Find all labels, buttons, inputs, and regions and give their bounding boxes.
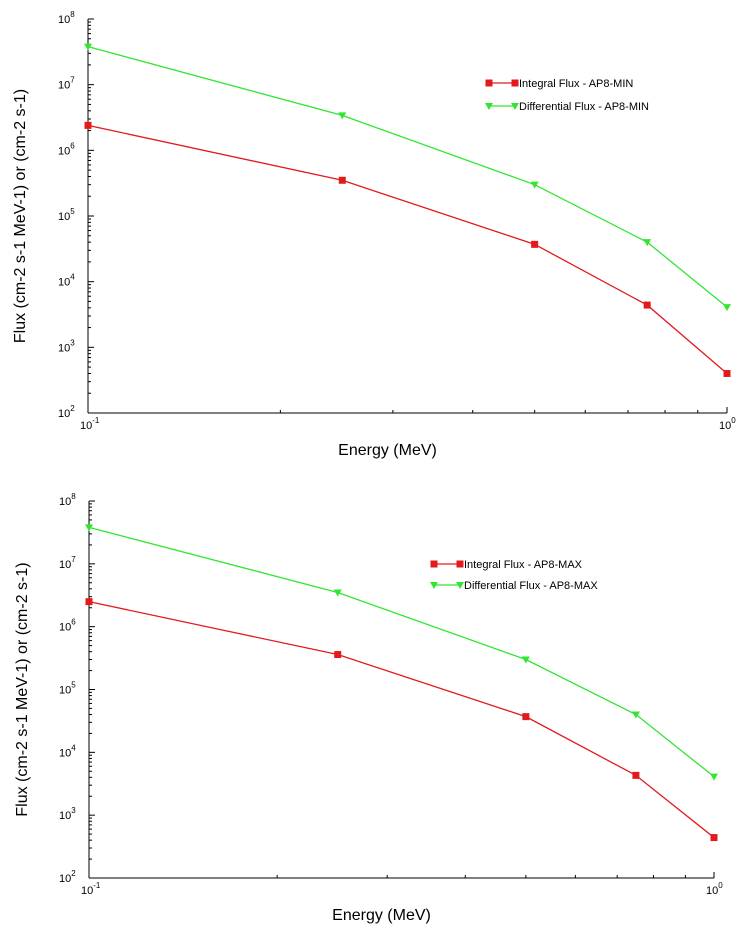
flux-chart-ap8-min: 102 103 104 105 106 107 108 10-1 100 Energy (MeV)… xyxy=(12,10,736,459)
data-point xyxy=(334,651,342,659)
data-point xyxy=(643,239,652,247)
data-point xyxy=(723,369,731,377)
y-tick-label: 106 xyxy=(59,618,76,634)
x-tick-label: 10-1 xyxy=(80,416,100,432)
data-point xyxy=(84,121,92,129)
data-point xyxy=(85,524,93,532)
data-point xyxy=(710,834,718,842)
x-axis-title: Energy (MeV) xyxy=(338,442,437,459)
series-integral xyxy=(85,598,718,842)
chart-panel-ap8-min: 102 103 104 105 106 107 108 10-1 100 Energy (MeV)… xyxy=(12,10,736,459)
y-tick-label: 103 xyxy=(58,338,75,354)
y-axis-title: Flux (cm-2 s-1 MeV-1) or (cm-2 s-1) xyxy=(12,89,29,343)
chart-panel-ap8-max: 102 103 104 105 106 107 108 10-1 100 Energy (MeV)… xyxy=(0,484,744,933)
legend-entry: Differential Flux - AP8-MIN xyxy=(485,101,649,113)
y-tick-label: 107 xyxy=(58,76,75,92)
y-tick-label: 108 xyxy=(59,492,76,508)
series-line xyxy=(88,526,715,778)
legend-label: Differential Flux - AP8-MAX xyxy=(464,580,598,592)
data-point xyxy=(530,181,539,189)
data-point xyxy=(723,304,731,312)
legend-marker xyxy=(430,560,438,568)
data-point xyxy=(522,713,530,721)
series-differential xyxy=(85,524,718,781)
legend-marker xyxy=(456,582,464,589)
x-axis-title: Energy (MeV) xyxy=(332,907,431,924)
legend-marker xyxy=(511,103,519,110)
series-line xyxy=(87,124,728,374)
data-point xyxy=(85,598,93,606)
y-tick-label: 104 xyxy=(59,743,76,759)
y-tick-label: 105 xyxy=(58,207,75,223)
x-tick-label: 100 xyxy=(706,881,723,897)
y-tick-label: 103 xyxy=(59,806,76,822)
legend-marker xyxy=(485,79,493,87)
data-point xyxy=(333,589,342,597)
legend-entry: Differential Flux - AP8-MAX xyxy=(430,580,598,592)
data-point xyxy=(632,771,640,779)
legend-label: Integral Flux - AP8-MAX xyxy=(464,559,583,571)
y-tick-label: 107 xyxy=(59,555,76,571)
y-tick-label: 108 xyxy=(58,10,75,26)
y-tick-label: 102 xyxy=(59,869,76,885)
data-point xyxy=(643,301,651,309)
data-point xyxy=(84,43,92,51)
legend-marker xyxy=(456,560,464,568)
y-tick-label: 106 xyxy=(58,141,75,157)
y-tick-label: 105 xyxy=(59,681,76,697)
data-point xyxy=(338,112,347,120)
legend-marker xyxy=(430,582,438,589)
legend-marker xyxy=(511,79,519,87)
y-axis-title: Flux (cm-2 s-1 MeV-1) or (cm-2 s-1) xyxy=(14,562,31,816)
x-tick-label: 100 xyxy=(719,416,736,432)
y-tick-label: 104 xyxy=(58,273,75,289)
legend-entry: Integral Flux - AP8-MAX xyxy=(430,559,583,571)
flux-chart-ap8-max: 102 103 104 105 106 107 108 10-1 100 Energy (MeV)… xyxy=(14,492,723,924)
data-point xyxy=(710,773,718,781)
series-differential xyxy=(84,43,731,312)
y-tick-label: 102 xyxy=(58,404,75,420)
legend-label: Integral Flux - AP8-MIN xyxy=(519,78,633,90)
x-tick-label: 10-1 xyxy=(81,881,101,897)
series-integral xyxy=(84,121,731,377)
legend-entry: Integral Flux - AP8-MIN xyxy=(485,78,633,90)
legend-label: Differential Flux - AP8-MIN xyxy=(519,101,649,113)
series-line xyxy=(88,601,715,839)
data-point xyxy=(631,711,640,719)
data-point xyxy=(338,176,346,184)
legend-marker xyxy=(485,103,493,110)
data-point xyxy=(521,656,530,664)
data-point xyxy=(531,240,539,248)
